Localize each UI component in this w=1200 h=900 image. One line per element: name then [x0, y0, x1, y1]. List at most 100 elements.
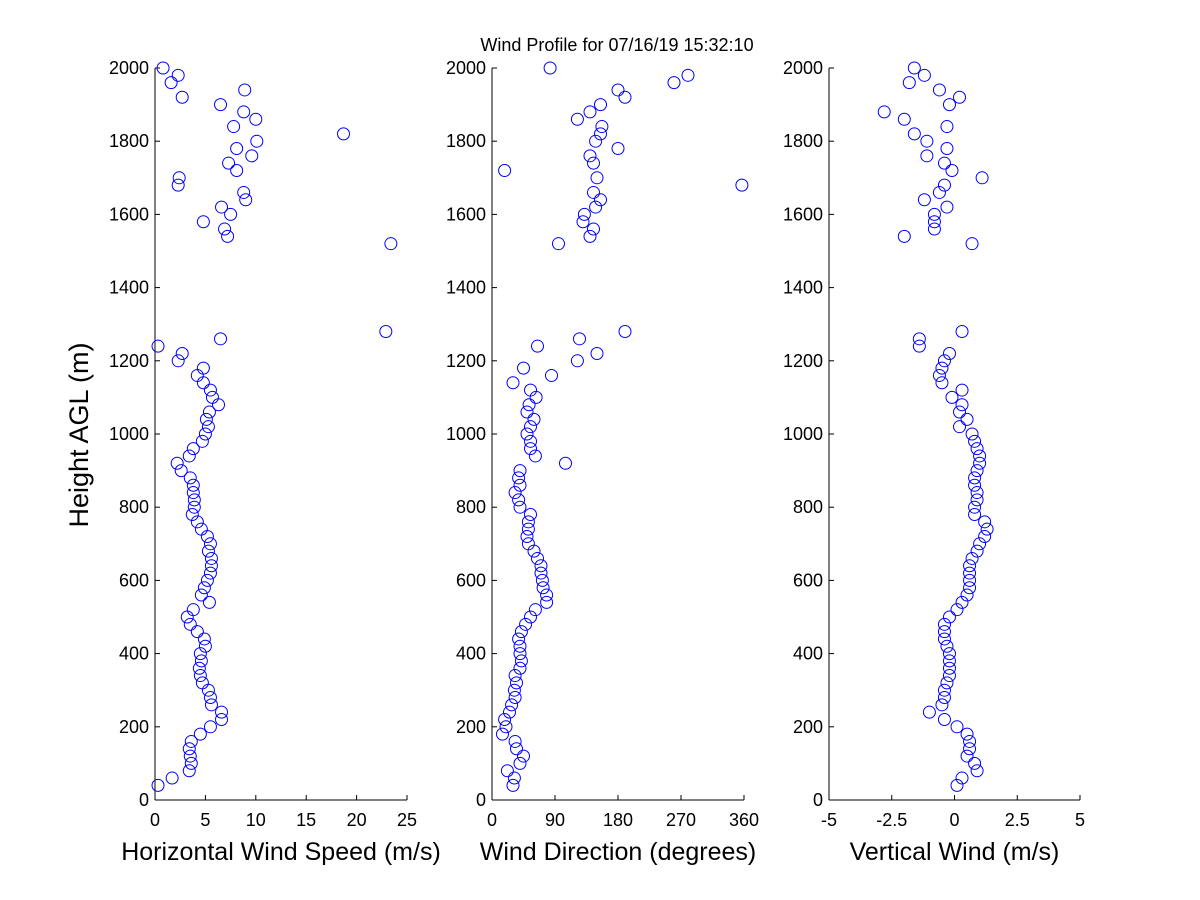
- point: [195, 676, 209, 690]
- point: [935, 361, 949, 375]
- point: [203, 566, 217, 580]
- point: [498, 163, 512, 177]
- point: [534, 566, 548, 580]
- point: [205, 390, 219, 404]
- point: [540, 595, 554, 609]
- point: [517, 749, 530, 763]
- x-tick-label: 90: [545, 810, 565, 830]
- point: [508, 486, 522, 500]
- point: [975, 171, 989, 185]
- point: [503, 705, 516, 719]
- point: [175, 346, 189, 360]
- point: [963, 734, 977, 748]
- x-tick-label: -5: [821, 810, 837, 830]
- point: [171, 178, 185, 192]
- point: [510, 676, 523, 690]
- point: [517, 361, 530, 375]
- point: [963, 559, 977, 573]
- point: [955, 325, 969, 339]
- point: [513, 756, 527, 770]
- point: [183, 749, 197, 763]
- point: [940, 200, 954, 214]
- y-tick-label: 800: [793, 497, 823, 517]
- x-tick-label: 270: [666, 810, 696, 830]
- point: [583, 149, 597, 163]
- point: [202, 405, 216, 419]
- point: [507, 683, 521, 697]
- point: [520, 405, 534, 419]
- point: [186, 478, 200, 492]
- point: [187, 493, 201, 507]
- point: [514, 654, 528, 668]
- y-tick-label: 600: [793, 570, 823, 590]
- point: [667, 76, 681, 90]
- point: [499, 720, 513, 734]
- point: [512, 471, 526, 485]
- point: [963, 581, 977, 595]
- point: [912, 332, 926, 346]
- point: [980, 522, 994, 536]
- point: [184, 734, 198, 748]
- x-tick-label: 0: [949, 810, 959, 830]
- point: [164, 76, 178, 90]
- point: [970, 493, 984, 507]
- x-tick-label: 360: [729, 810, 759, 830]
- x-tick-label: -2.5: [876, 810, 907, 830]
- point: [185, 508, 199, 522]
- y-tick-label: 200: [456, 717, 486, 737]
- point: [955, 383, 969, 397]
- point: [940, 676, 954, 690]
- point: [937, 712, 951, 726]
- point: [506, 376, 520, 390]
- point: [527, 412, 541, 426]
- point: [965, 237, 979, 251]
- point: [215, 705, 229, 719]
- point: [932, 185, 946, 199]
- point: [589, 200, 603, 214]
- point: [156, 61, 170, 75]
- point: [508, 669, 522, 683]
- point: [534, 559, 548, 573]
- point: [204, 559, 218, 573]
- y-tick-label: 2000: [446, 58, 486, 78]
- chart-title: Wind Profile for 07/16/19 15:32:10: [480, 35, 753, 55]
- y-tick-label: 1400: [783, 278, 823, 298]
- x-tick-label: 5: [200, 810, 210, 830]
- point: [587, 222, 600, 236]
- point: [384, 237, 398, 251]
- point: [182, 449, 196, 463]
- point: [920, 134, 934, 148]
- point: [937, 156, 951, 170]
- point: [945, 390, 959, 404]
- y-tick-label: 1200: [109, 351, 149, 371]
- point: [513, 500, 527, 514]
- point: [540, 588, 554, 602]
- point: [193, 647, 207, 661]
- point: [230, 163, 244, 177]
- point: [942, 346, 956, 360]
- point: [932, 368, 946, 382]
- point: [937, 617, 951, 631]
- point: [194, 588, 208, 602]
- y-tick-label: 800: [119, 497, 149, 517]
- point: [953, 420, 967, 434]
- point: [940, 120, 954, 134]
- point: [198, 639, 212, 653]
- point: [583, 105, 597, 119]
- point: [543, 61, 557, 75]
- point: [942, 647, 956, 661]
- point: [183, 471, 197, 485]
- point: [498, 712, 512, 726]
- point: [521, 515, 535, 529]
- point: [512, 493, 526, 507]
- point: [187, 500, 201, 514]
- point: [968, 471, 982, 485]
- point: [968, 434, 982, 448]
- point: [203, 691, 217, 705]
- point: [197, 581, 211, 595]
- point: [937, 354, 951, 368]
- point: [215, 712, 229, 726]
- point: [937, 691, 951, 705]
- y-tick-label: 600: [119, 570, 149, 590]
- point: [618, 325, 632, 339]
